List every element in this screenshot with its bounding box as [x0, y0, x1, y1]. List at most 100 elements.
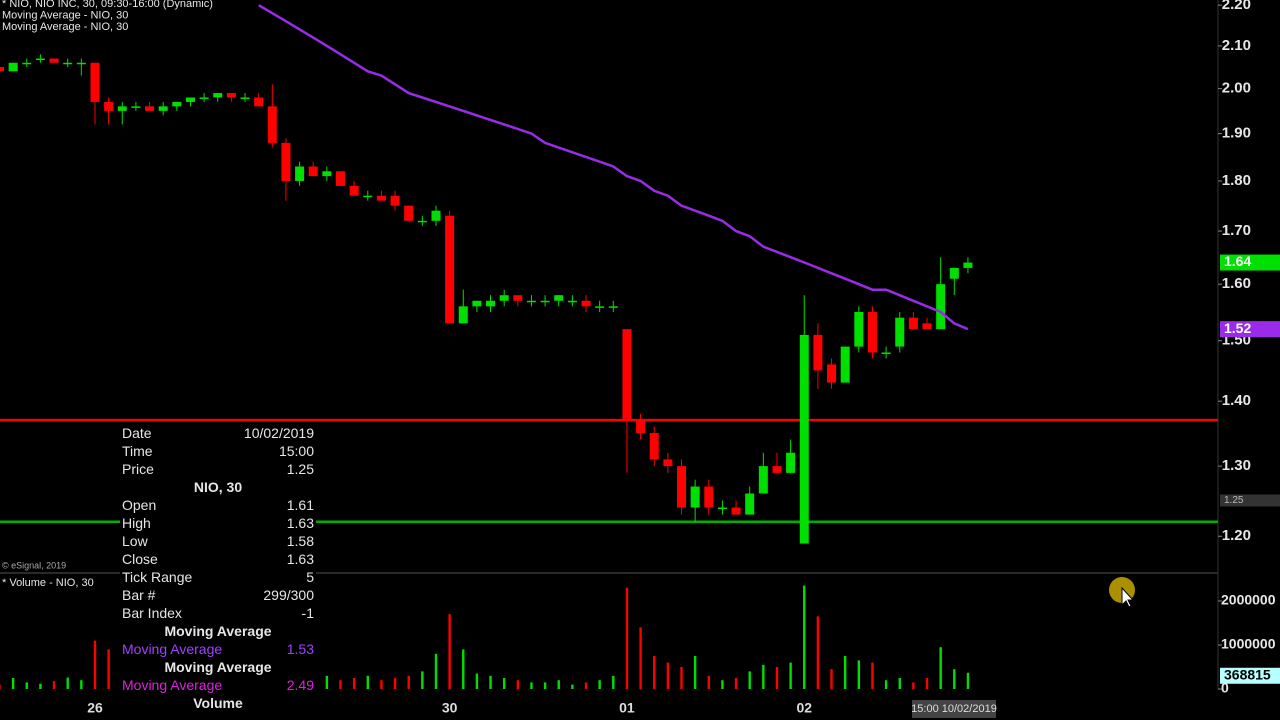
candle-body [445, 215, 455, 324]
volume-bar [502, 677, 506, 689]
candle-body [267, 106, 277, 143]
volume-bar [598, 680, 601, 689]
candle-body [145, 106, 155, 111]
candle-body [486, 300, 496, 307]
candle-body [35, 58, 45, 61]
candle-body [390, 195, 400, 206]
volume-bar [325, 675, 329, 689]
volume-bar [857, 660, 861, 689]
data-label: Moving Average [122, 677, 223, 693]
data-heading: Moving Average [164, 659, 272, 675]
candle-body [254, 97, 264, 107]
candle-body [608, 306, 618, 308]
volume-bar [25, 682, 28, 689]
data-label: Tick Range [122, 569, 193, 585]
volume-bar [803, 585, 806, 689]
volume-bar [0, 684, 1, 689]
y-tick-label: 1.40 [1222, 392, 1251, 409]
volume-bar [693, 655, 697, 689]
x-tick-label: 26 [87, 700, 103, 716]
candle-body [827, 364, 837, 383]
candle-body [240, 97, 250, 99]
candle-body [336, 171, 345, 186]
candle-body [404, 205, 414, 221]
y-tick-label: 1.90 [1222, 125, 1251, 142]
volume-bar [448, 614, 451, 689]
data-label: Price [122, 461, 154, 477]
data-value: 1.53 [286, 641, 314, 657]
candle-body [813, 334, 823, 371]
volume-bar [966, 672, 970, 689]
volume-bar [380, 680, 383, 689]
candle-body [213, 93, 223, 98]
candle-body [526, 300, 536, 303]
y-tick-label: 2.10 [1222, 37, 1251, 54]
volume-bar [366, 675, 369, 689]
volume-bar [653, 655, 656, 689]
data-row: Price 1.25 [120, 460, 316, 478]
volume-bar [584, 682, 588, 689]
data-label: Time [122, 443, 153, 459]
volume-bar [830, 669, 833, 689]
candle-body [363, 195, 373, 198]
candle-body [595, 306, 605, 308]
volume-bar [707, 675, 710, 689]
candle-body [636, 420, 646, 434]
candle-body [281, 142, 291, 181]
candle-body [349, 185, 359, 196]
data-label: Close [122, 551, 158, 567]
x-tick-label: 30 [442, 700, 458, 716]
candle-body [854, 311, 864, 347]
candle-body [567, 300, 577, 303]
candle-body [8, 62, 18, 72]
volume-bar [462, 649, 465, 689]
candle-body [554, 295, 564, 301]
candle-body [881, 352, 891, 354]
volume-bar [775, 666, 779, 689]
volume-bar [953, 669, 956, 689]
candle-body [540, 300, 550, 303]
ma-badge: 1.52 [1224, 320, 1251, 336]
volume-bar [393, 677, 397, 689]
volume-bar [912, 682, 915, 689]
data-row: NIO, 30 [120, 478, 316, 496]
data-label: Bar # [122, 587, 156, 603]
candle-body [90, 62, 100, 102]
candle-body [663, 459, 673, 467]
data-window: Date 10/02/2019 Time 15:00 Price 1.25 NIO, 30 O… [120, 424, 316, 720]
candle-body [717, 507, 727, 510]
data-value: 1.58 [286, 533, 314, 549]
volume-bar [107, 649, 110, 689]
data-label: Open [122, 497, 157, 513]
data-value: 1.25 [286, 461, 314, 477]
volume-bar [939, 647, 942, 689]
mouse-cursor [1109, 577, 1135, 608]
data-heading: Volume [193, 695, 243, 711]
last-price-badge: 1.64 [1224, 253, 1251, 269]
volume-bar [339, 680, 342, 689]
candle-body [513, 295, 523, 301]
cursor-time: 15:00 10/02/2019 [911, 703, 997, 715]
data-row: Moving Average 1.53 [120, 640, 316, 658]
volume-bar [843, 655, 847, 689]
candle-body [895, 317, 905, 347]
data-value: 5 [306, 569, 314, 585]
volume-bar [762, 664, 765, 689]
candle-body [745, 493, 755, 515]
legend-entry: Moving Average - NIO, 30 [2, 21, 128, 33]
candle-body [22, 62, 32, 65]
candle-body [63, 62, 73, 65]
volume-bar [734, 677, 738, 689]
y-tick-label: 2.00 [1222, 80, 1251, 97]
candle-body [131, 106, 141, 108]
last-volume-box [1220, 667, 1280, 684]
data-label: Bar Index [122, 605, 182, 621]
candle-body [295, 166, 305, 181]
candle-body [772, 466, 782, 473]
volume-bar [789, 662, 792, 689]
candle-body [649, 433, 659, 460]
copyright: © eSignal, 2019 [2, 560, 66, 570]
y-tick-label: 1.70 [1222, 222, 1251, 239]
volume-tick-label: 1000000 [1221, 636, 1276, 652]
data-value: 1.63 [286, 515, 314, 531]
